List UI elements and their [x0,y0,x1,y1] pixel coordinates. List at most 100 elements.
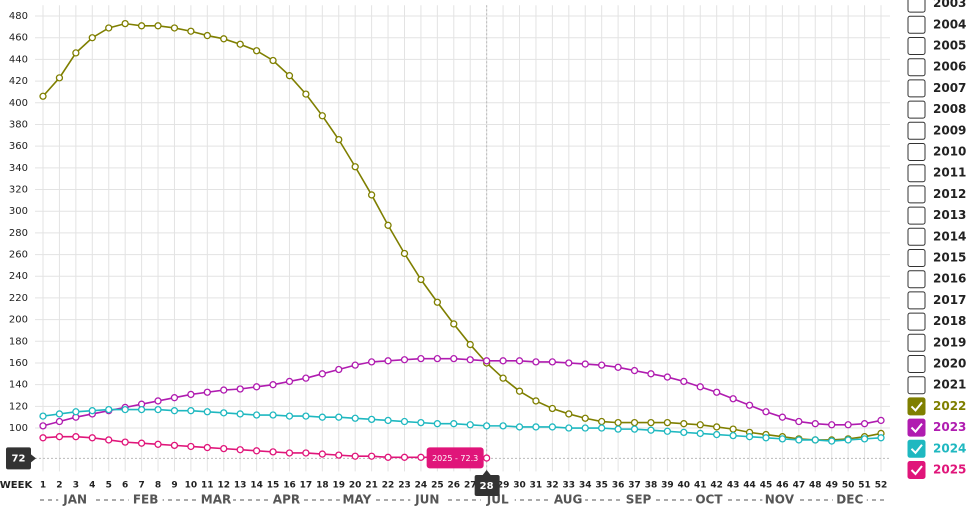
data-point [170,441,179,450]
legend-checkbox[interactable] [907,418,926,437]
data-point [154,22,162,30]
data-point [367,452,376,460]
legend-label[interactable]: 2017 [933,293,966,307]
y-tick-label: 460 [9,33,28,44]
legend-label[interactable]: 2024 [933,441,966,455]
legend-checkbox[interactable] [907,206,926,225]
x-tick-label: 31 [530,481,543,491]
x-tick-label: 22 [382,481,395,491]
legend-checkbox[interactable] [907,397,926,416]
legend-label[interactable]: 2005 [933,39,966,53]
data-point [745,401,754,409]
data-point [269,56,277,65]
data-point [55,417,64,426]
legend-checkbox[interactable] [907,270,926,289]
data-point [137,439,146,447]
legend-check [910,465,923,476]
legend-label[interactable]: 2021 [933,378,966,392]
y-tick-label: 220 [9,293,28,304]
legend-label[interactable]: 2003 [933,0,966,10]
month-label: JAN [62,493,87,507]
x-tick-label: 16 [283,481,296,491]
y-tick-label: 280 [9,228,28,239]
legend-checkbox[interactable] [907,249,926,267]
legend-checkbox[interactable] [907,355,926,373]
data-point [680,377,688,386]
data-point [696,421,704,429]
data-point [680,420,688,428]
data-point [466,421,474,429]
data-point [450,320,458,328]
legend-label[interactable]: 2012 [933,187,966,201]
legend-checkbox[interactable] [907,291,926,310]
legend-checkbox[interactable] [907,376,926,395]
legend-checkbox[interactable] [907,79,926,98]
series-line [42,357,882,427]
x-tick-label: 49 [825,481,838,491]
month-bg [480,493,515,507]
legend-label[interactable]: 2007 [933,81,966,95]
data-point [598,424,606,432]
y-tick-label: 340 [9,163,28,174]
x-tick-label: 36 [612,481,625,491]
legend-label[interactable]: 2008 [933,102,966,116]
legend-checkbox[interactable] [907,121,926,140]
legend-checkbox[interactable] [907,100,926,119]
legend-checkbox[interactable] [907,37,926,55]
y-tick-label: 160 [9,358,28,369]
data-point [795,436,803,444]
data-point [318,413,326,421]
data-point [39,434,47,442]
data-point [220,444,228,453]
data-point [384,221,392,229]
data-point [154,397,162,405]
x-tick-label: 39 [661,481,674,491]
y-tick-label: 420 [9,76,28,87]
legend-checkbox[interactable] [907,143,926,161]
legend-label[interactable]: 2006 [933,60,966,74]
data-point [285,449,294,457]
legend-label[interactable]: 2022 [933,399,966,413]
legend-checkbox[interactable] [907,58,926,77]
legend-label[interactable]: 2023 [933,420,966,434]
legend-label[interactable]: 2015 [933,251,966,265]
data-point [105,405,113,414]
month-bg [58,493,93,507]
legend-checkbox[interactable] [907,15,926,34]
legend-checkbox[interactable] [907,227,926,246]
month-bg [339,493,374,507]
legend-label[interactable]: 2020 [933,357,966,371]
y-tick-label: 480 [9,11,28,22]
legend-label[interactable]: 2009 [933,123,966,137]
month-bg [762,493,797,507]
data-point [663,418,672,427]
legend-label[interactable]: 2018 [933,314,966,328]
month-bg [410,493,445,507]
data-point [828,421,836,429]
data-point [515,357,524,365]
series-line [42,408,882,442]
legend-checkbox[interactable] [907,185,926,204]
legend-checkbox[interactable] [907,0,926,13]
legend-label[interactable]: 2014 [933,229,966,243]
data-point [154,440,162,448]
legend-label[interactable]: 2016 [933,272,966,286]
x-tick-label: 37 [628,481,641,491]
x-tick-label: 25 [431,481,444,491]
legend-checkbox[interactable] [907,439,926,458]
legend-label[interactable]: 2013 [933,208,966,222]
legend-label[interactable]: 2011 [933,166,966,180]
data-point [482,422,491,430]
legend-checkbox[interactable] [907,312,926,331]
legend-label[interactable]: 2025 [933,463,966,477]
y-tick-label: 120 [9,401,28,412]
legend-checkbox[interactable] [907,461,926,479]
legend-checkbox[interactable] [907,333,926,352]
data-point [778,435,787,443]
legend-checkbox[interactable] [907,164,926,183]
month-label: MAR [201,493,231,507]
legend-label[interactable]: 2019 [933,335,966,349]
data-point [170,24,179,32]
legend-label[interactable]: 2004 [933,17,966,31]
legend-label[interactable]: 2010 [933,145,966,159]
